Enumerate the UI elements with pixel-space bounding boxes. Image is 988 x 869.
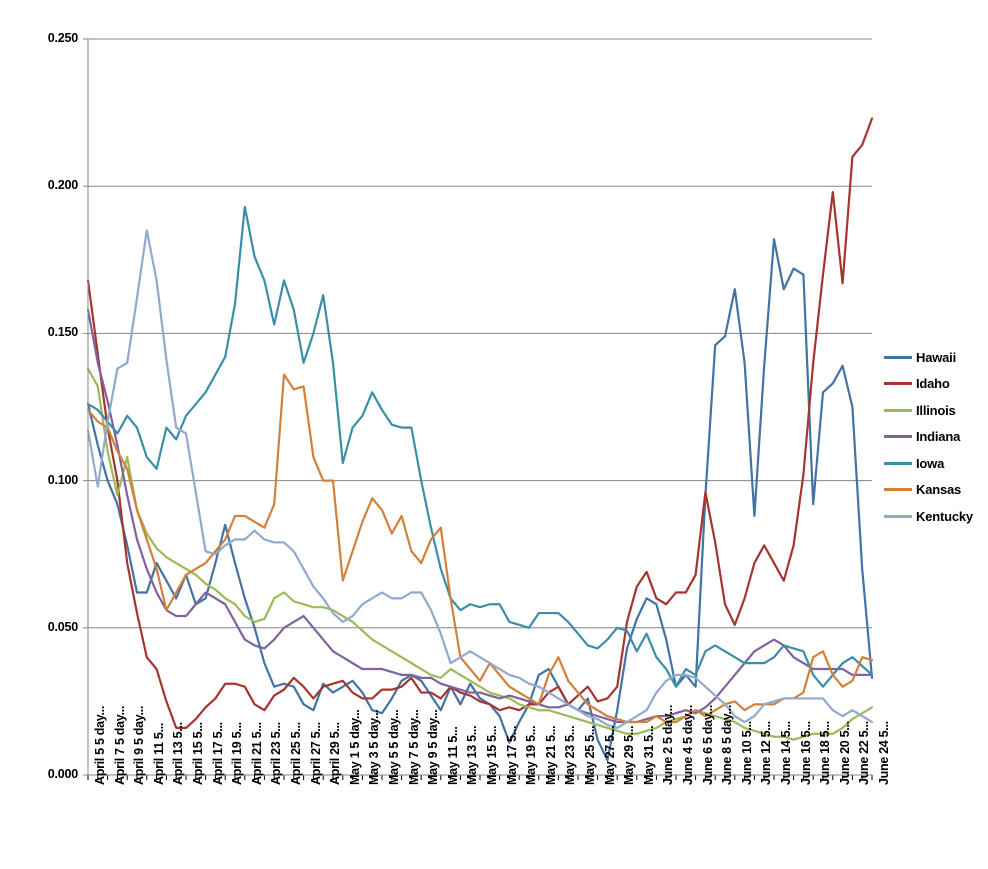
y-axis-tick-label: 0.050 — [47, 619, 78, 634]
x-axis-tick-label: June 18 5... — [818, 721, 833, 785]
x-axis-tick-label: May 25 5... — [583, 725, 597, 785]
series-line-iowa — [86, 205, 874, 688]
x-axis-tick-label: April 25 5... — [289, 722, 303, 785]
y-axis-tick-label: 0.250 — [47, 31, 78, 45]
gridlines — [88, 38, 872, 776]
series-line-illinois — [86, 367, 874, 741]
x-axis-tick-label: May 17 5... — [504, 725, 519, 785]
legend-item-indiana[interactable]: Indiana — [884, 424, 988, 451]
legend-label: Illinois — [916, 402, 956, 418]
x-axis-tick-label: April 29 5... — [328, 722, 343, 785]
legend-item-idaho[interactable]: Idaho — [884, 371, 988, 398]
y-axis-tick-label: 0.200 — [47, 178, 78, 193]
legend-item-kentucky[interactable]: Kentucky — [884, 503, 988, 530]
y-axis-tick-label: 0.000 — [47, 767, 78, 781]
x-axis-tick-label: May 13 5... — [465, 725, 480, 785]
x-axis-tick-label: May 21 5... — [543, 725, 558, 785]
series-line-idaho — [86, 117, 874, 730]
x-axis-tick-label: April 23 5... — [269, 722, 284, 785]
series-line-indiana — [86, 308, 874, 724]
x-axis-tick-label: April 7 5 day... — [112, 705, 127, 785]
x-axis-tick-label: May 7 5 day... — [406, 709, 421, 785]
legend-swatch-icon — [884, 435, 912, 439]
x-axis-tick-label: May 3 5 day... — [367, 709, 382, 785]
legend-label: Idaho — [916, 376, 950, 392]
legend-swatch-icon — [884, 488, 912, 492]
legend-swatch-icon — [884, 355, 912, 359]
x-axis-tick-label: May 19 5... — [524, 725, 539, 785]
x-axis-tick-label: June 14 5... — [779, 721, 793, 785]
x-axis-tick-label: April 11 5... — [151, 722, 166, 785]
legend-label: Iowa — [916, 455, 945, 471]
x-axis-tick-label: April 27 5... — [308, 722, 323, 785]
legend-label: Hawaii — [916, 349, 956, 365]
series-line-kansas — [86, 373, 874, 724]
x-axis-tick-label: April 21 5... — [249, 722, 264, 785]
x-axis-tick-label: April 15 5... — [191, 722, 205, 785]
x-axis-tick-label: June 12 5... — [759, 721, 774, 785]
series-line-hawaii — [86, 238, 874, 762]
chart-legend: Hawaii Idaho Illinois Indiana Iowa Kansas Kent… — [884, 344, 988, 530]
x-axis-tick-label: April 19 5... — [230, 722, 245, 785]
legend-swatch-icon — [884, 461, 912, 465]
legend-swatch-icon — [884, 408, 912, 412]
x-axis-tick-label: May 1 5 day... — [347, 709, 362, 785]
x-axis-tick-label: April 9 5 day... — [132, 705, 147, 785]
series-lines — [86, 117, 874, 762]
x-axis-tick-label: May 27 5... — [602, 725, 617, 785]
legend-swatch-icon — [884, 514, 912, 518]
x-axis-tick-label: May 29 5... — [622, 725, 637, 785]
x-axis-ticks — [87, 774, 873, 780]
x-axis-tick-label: May 31 5... — [641, 725, 656, 785]
x-axis-tick-label: May 23 5... — [563, 725, 578, 785]
y-axis-tick-label: 0.100 — [47, 472, 78, 487]
x-axis-tick-label: May 9 5 day... — [426, 709, 441, 785]
x-axis-tick-label: June 20 5... — [837, 721, 852, 785]
legend-label: Kansas — [916, 482, 962, 498]
x-axis-tick-label: June 8 5 day... — [720, 704, 735, 785]
x-axis-tick-label: May 15 5... — [485, 725, 499, 785]
y-axis-tick-label: 0.150 — [47, 325, 78, 340]
legend-item-kansas[interactable]: Kansas — [884, 477, 988, 504]
x-axis-tick-label: April 13 5... — [171, 722, 186, 785]
y-axis-ticks — [83, 38, 88, 776]
x-axis-tick-label: April 17 5... — [210, 722, 225, 785]
x-axis-tick-label: June 4 5 day... — [681, 704, 695, 785]
x-axis-tick-label: June 10 5... — [739, 721, 754, 785]
legend-item-hawaii[interactable]: Hawaii — [884, 344, 988, 371]
x-axis-tick-label: June 22 5... — [857, 721, 872, 785]
legend-swatch-icon — [884, 382, 912, 386]
x-axis-tick-label: May 11 5... — [445, 726, 460, 785]
x-axis-tick-label: June 16 5... — [798, 721, 813, 785]
legend-label: Kentucky — [916, 508, 973, 524]
x-axis-tick-label: June 24 5... — [877, 721, 891, 785]
legend-item-illinois[interactable]: Illinois — [884, 397, 988, 424]
legend-item-iowa[interactable]: Iowa — [884, 450, 988, 477]
series-line-kentucky — [86, 229, 874, 730]
x-axis-tick-label: June 2 5 day... — [661, 704, 676, 785]
legend-label: Indiana — [916, 429, 961, 445]
x-axis-tick-label: May 5 5 day... — [387, 709, 401, 785]
x-axis-tick-label: June 6 5 day... — [700, 704, 715, 785]
x-axis-tick-label: April 5 5 day... — [93, 705, 107, 785]
